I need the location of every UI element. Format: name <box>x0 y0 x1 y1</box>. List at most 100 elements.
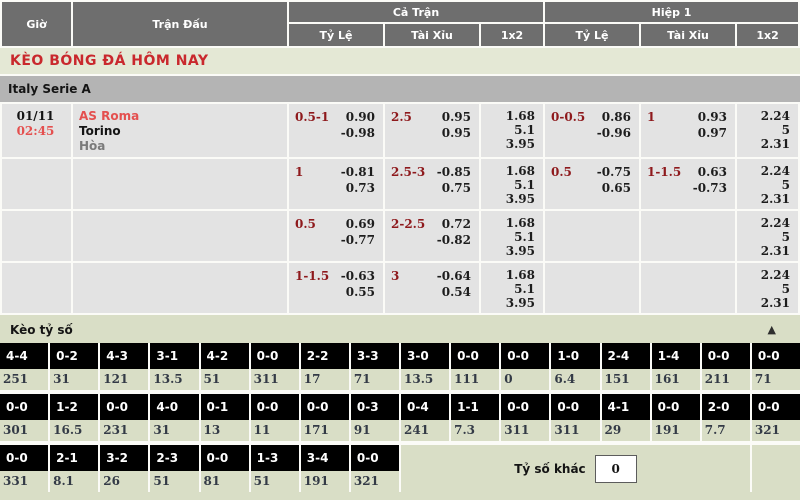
odds-value[interactable]: 5 <box>781 230 790 244</box>
ft-1x2-cell[interactable]: 1.68 5.1 3.95 <box>481 104 543 157</box>
score-cell[interactable]: 2-3 51 <box>150 445 199 492</box>
odds-value[interactable]: 2.24 <box>760 216 790 230</box>
odds-value[interactable]: -0.75 <box>596 165 631 179</box>
odds-value[interactable]: 5.1 <box>514 178 535 192</box>
h1-overunder-cell[interactable]: 1 0.93 0.97 <box>641 104 735 157</box>
odds-value[interactable]: 0.97 <box>697 126 727 140</box>
odds-value[interactable]: 2.31 <box>760 296 790 310</box>
odds-value[interactable]: 3.95 <box>505 137 535 151</box>
score-cell[interactable]: 2-1 8.1 <box>50 445 99 492</box>
score-cell[interactable]: 0-0 71 <box>751 343 800 390</box>
score-cell[interactable]: 1-1 7.3 <box>451 394 500 441</box>
score-cell[interactable]: 0-0 191 <box>651 394 700 441</box>
odds-value[interactable]: -0.96 <box>596 126 631 140</box>
odds-value[interactable]: 1.68 <box>505 109 535 123</box>
odds-value[interactable]: 5.1 <box>514 230 535 244</box>
odds-value[interactable]: 5 <box>781 123 790 137</box>
odds-value[interactable]: 5 <box>781 282 790 296</box>
odds-value[interactable]: 5.1 <box>514 123 535 137</box>
ft-1x2-cell[interactable]: 1.68 5.1 3.95 <box>481 211 543 261</box>
score-cell[interactable]: 0-1 13 <box>200 394 249 441</box>
score-cell[interactable]: 2-4 151 <box>601 343 650 390</box>
h1-1x2-cell[interactable]: 2.24 5 2.31 <box>737 211 798 261</box>
score-cell[interactable]: 0-0 81 <box>200 445 249 492</box>
ft-overunder-cell[interactable]: 2.5-3 -0.85 0.75 <box>385 159 479 209</box>
ft-handicap-cell[interactable]: 1-1.5 -0.63 0.55 <box>289 263 383 313</box>
odds-value[interactable]: 0.72 <box>441 217 471 231</box>
collapse-arrow-icon[interactable]: ▲ <box>767 323 776 336</box>
score-cell[interactable]: 4-4 251 <box>0 343 49 390</box>
odds-value[interactable]: 2.24 <box>760 268 790 282</box>
score-cell[interactable]: 0-2 31 <box>50 343 99 390</box>
other-score-value[interactable]: 0 <box>594 454 637 483</box>
odds-value[interactable]: 0.55 <box>345 285 375 299</box>
score-cell[interactable]: 4-1 29 <box>601 394 650 441</box>
score-cell[interactable]: 0-0 211 <box>701 343 750 390</box>
odds-value[interactable]: 0.69 <box>345 217 375 231</box>
odds-value[interactable]: -0.98 <box>340 126 375 140</box>
score-cell[interactable]: 1-2 16.5 <box>50 394 99 441</box>
odds-value[interactable]: 3.95 <box>505 244 535 258</box>
ft-overunder-cell[interactable]: 2-2.5 0.72 -0.82 <box>385 211 479 261</box>
score-cell[interactable]: 4-0 31 <box>150 394 199 441</box>
odds-value[interactable]: -0.85 <box>436 165 471 179</box>
score-cell[interactable]: 0-0 321 <box>350 445 399 492</box>
score-cell[interactable]: 0-0 171 <box>300 394 349 441</box>
score-cell[interactable]: 0-4 241 <box>401 394 450 441</box>
home-team[interactable]: AS Roma <box>79 109 140 123</box>
ft-1x2-cell[interactable]: 1.68 5.1 3.95 <box>481 263 543 313</box>
odds-value[interactable]: -0.77 <box>340 233 375 247</box>
away-team[interactable]: Torino <box>79 124 121 138</box>
score-cell[interactable]: 0-0 231 <box>100 394 149 441</box>
odds-value[interactable]: -0.81 <box>340 165 375 179</box>
score-cell[interactable]: 0-0 311 <box>551 394 600 441</box>
odds-value[interactable]: 1.68 <box>505 164 535 178</box>
odds-value[interactable]: 5 <box>781 178 790 192</box>
odds-value[interactable]: 1.68 <box>505 268 535 282</box>
score-cell[interactable]: 0-0 111 <box>451 343 500 390</box>
odds-value[interactable]: 0.54 <box>441 285 471 299</box>
score-cell[interactable]: 0-0 311 <box>250 343 299 390</box>
score-cell[interactable]: 4-2 51 <box>200 343 249 390</box>
h1-handicap-cell[interactable]: 0-0.5 0.86 -0.96 <box>545 104 639 157</box>
score-cell[interactable]: 0-3 91 <box>350 394 399 441</box>
score-cell[interactable]: 0-0 321 <box>751 394 800 441</box>
odds-value[interactable]: 3.95 <box>505 192 535 206</box>
score-cell[interactable]: 3-2 26 <box>100 445 149 492</box>
ft-handicap-cell[interactable]: 0.5 0.69 -0.77 <box>289 211 383 261</box>
odds-value[interactable]: 3.95 <box>505 296 535 310</box>
odds-value[interactable]: 0.65 <box>601 181 631 195</box>
odds-value[interactable]: 2.24 <box>760 109 790 123</box>
score-cell[interactable]: 1-0 6.4 <box>551 343 600 390</box>
score-cell[interactable]: 0-0 301 <box>0 394 49 441</box>
odds-value[interactable]: 0.93 <box>697 110 727 124</box>
ft-handicap-cell[interactable]: 1 -0.81 0.73 <box>289 159 383 209</box>
h1-1x2-cell[interactable]: 2.24 5 2.31 <box>737 263 798 313</box>
score-cell[interactable]: 0-0 331 <box>0 445 49 492</box>
h1-handicap-cell[interactable]: 0.5 -0.75 0.65 <box>545 159 639 209</box>
odds-value[interactable]: 0.86 <box>601 110 631 124</box>
odds-value[interactable]: -0.64 <box>436 269 471 283</box>
odds-value[interactable]: -0.82 <box>436 233 471 247</box>
odds-value[interactable]: -0.73 <box>692 181 727 195</box>
odds-value[interactable]: 1.68 <box>505 216 535 230</box>
odds-value[interactable]: 0.73 <box>345 181 375 195</box>
score-cell[interactable]: 2-0 7.7 <box>701 394 750 441</box>
score-cell[interactable]: 0-0 0 <box>501 343 550 390</box>
odds-value[interactable]: 2.31 <box>760 137 790 151</box>
odds-value[interactable]: 2.24 <box>760 164 790 178</box>
h1-1x2-cell[interactable]: 2.24 5 2.31 <box>737 104 798 157</box>
score-cell[interactable]: 4-3 121 <box>100 343 149 390</box>
score-cell[interactable]: 3-4 191 <box>300 445 349 492</box>
odds-value[interactable]: -0.63 <box>340 269 375 283</box>
ft-overunder-cell[interactable]: 2.5 0.95 0.95 <box>385 104 479 157</box>
ft-overunder-cell[interactable]: 3 -0.64 0.54 <box>385 263 479 313</box>
h1-1x2-cell[interactable]: 2.24 5 2.31 <box>737 159 798 209</box>
odds-value[interactable]: 0.63 <box>697 165 727 179</box>
odds-value[interactable]: 0.95 <box>441 126 471 140</box>
score-cell[interactable]: 3-3 71 <box>350 343 399 390</box>
score-cell[interactable]: 3-1 13.5 <box>150 343 199 390</box>
ft-handicap-cell[interactable]: 0.5-1 0.90 -0.98 <box>289 104 383 157</box>
match-teams-cell[interactable]: AS Roma Torino Hòa <box>73 104 287 157</box>
score-cell[interactable]: 3-0 13.5 <box>401 343 450 390</box>
